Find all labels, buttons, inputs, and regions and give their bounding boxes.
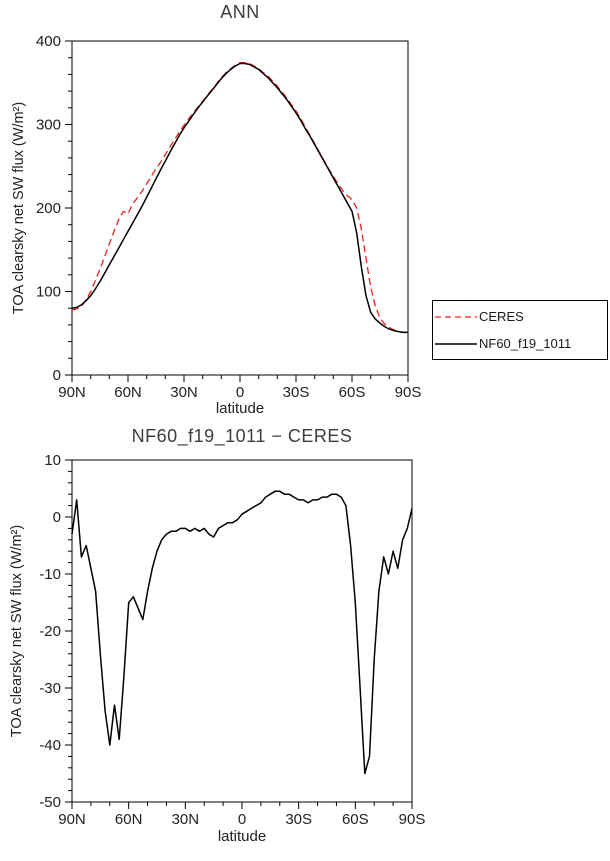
x-tick-label: 30S xyxy=(285,811,312,828)
bottom-x-axis-label: latitude xyxy=(217,828,267,845)
x-tick-label: 60S xyxy=(342,811,369,828)
x-tick-label: 90S xyxy=(399,811,426,828)
y-tick-label: 0 xyxy=(53,367,61,384)
x-tick-label: 60S xyxy=(339,384,366,401)
series-line-ceres xyxy=(71,62,408,334)
legend-line-nf60-icon xyxy=(435,342,477,345)
bottom-y-axis-label: TOA clearsky net SW flux (W/m²) xyxy=(9,524,25,738)
x-tick-label: 0 xyxy=(236,384,244,401)
y-tick-label: 200 xyxy=(36,200,61,217)
x-tick-label: 30N xyxy=(172,811,200,828)
y-tick-label: -20 xyxy=(39,623,61,640)
y-tick-label: -40 xyxy=(39,737,61,754)
top-x-axis-label: latitude xyxy=(215,400,265,417)
plot-frame xyxy=(71,459,413,803)
x-tick-label: 0 xyxy=(238,811,246,828)
top-chart-panel: 0 100 200 300 400 90N 60N 30N 0 30S 60S 90S ANN TOA… xyxy=(0,0,610,420)
legend: CERES NF60_f19_1011 xyxy=(432,300,608,360)
bottom-chart-title: NF60_f19_1011 − CERES xyxy=(131,426,353,446)
legend-line-ceres-icon xyxy=(435,315,477,318)
legend-label-ceres: CERES xyxy=(479,309,524,324)
y-tick-label: 0 xyxy=(53,509,61,526)
y-tick-label: -30 xyxy=(39,680,61,697)
plot-frame xyxy=(71,40,409,376)
legend-label-nf60: NF60_f19_1011 xyxy=(479,336,572,351)
y-tick-label: 10 xyxy=(44,452,61,469)
x-tick-label: 60N xyxy=(115,811,143,828)
x-tick-label: 60N xyxy=(114,384,142,401)
x-tick-label: 90S xyxy=(395,384,422,401)
series-line-nf60-f19-1011-ceres xyxy=(71,490,413,775)
y-tick-label: -10 xyxy=(39,566,61,583)
y-tick-label: -50 xyxy=(39,794,61,811)
x-tick-label: 90N xyxy=(58,384,86,401)
y-tick-label: 100 xyxy=(36,284,61,301)
bottom-chart-panel: 10 0 -10 -20 -30 -40 -50 90N 60N 30N 0 30S 60S 90S NF… xyxy=(0,420,610,861)
x-tick-label: 30S xyxy=(283,384,310,401)
top-chart-title: ANN xyxy=(220,2,260,22)
legend-item-ceres: CERES xyxy=(433,309,607,324)
y-tick-label: 400 xyxy=(36,33,61,50)
x-tick-label: 30N xyxy=(170,384,198,401)
x-tick-label: 90N xyxy=(58,811,86,828)
y-tick-label: 300 xyxy=(36,117,61,134)
legend-item-nf60: NF60_f19_1011 xyxy=(433,336,607,351)
series-line-nf60-f19-1011 xyxy=(71,62,408,334)
top-y-axis-label: TOA clearsky net SW flux (W/m²) xyxy=(11,101,27,315)
top-chart: 0 100 200 300 400 90N 60N 30N 0 30S 60S 90S xyxy=(36,33,422,401)
